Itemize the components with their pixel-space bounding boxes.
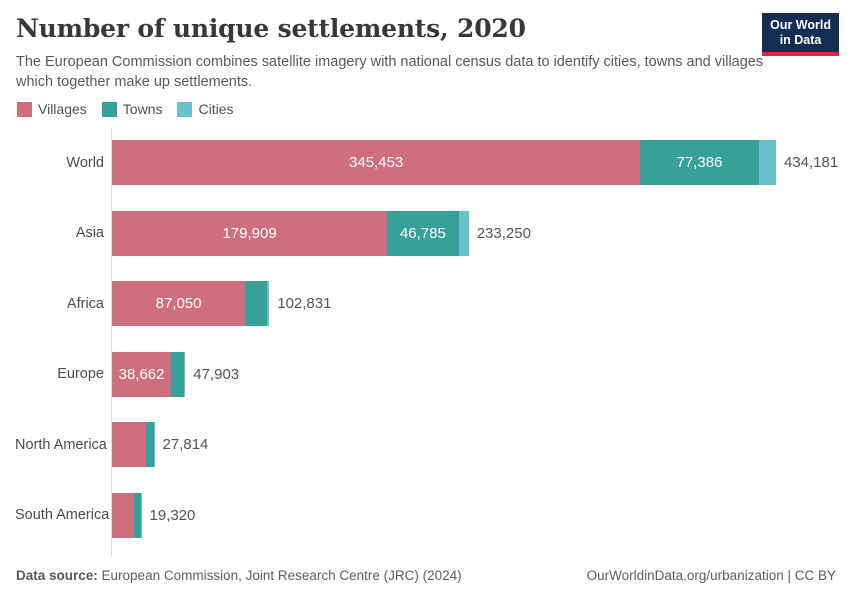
data-source-label: Data source: xyxy=(16,568,98,583)
bar-segment-cities[interactable] xyxy=(458,210,469,256)
bar-segment-towns[interactable]: 46,785 xyxy=(387,210,459,256)
bar-total-label: 47,903 xyxy=(193,365,240,383)
towns-swatch-icon xyxy=(101,101,117,117)
bar-segment-villages[interactable] xyxy=(112,492,135,538)
bar-segment-villages[interactable] xyxy=(112,422,147,467)
bar-total-label: 434,181 xyxy=(783,154,839,171)
category-label: South America xyxy=(15,507,110,523)
data-source-text: European Commission, Joint Research Cent… xyxy=(97,568,462,583)
bar-value-label: 77,386 xyxy=(676,154,723,171)
bar-value-label: 179,909 xyxy=(222,224,277,242)
bar-row: Europe 38,662 47,903 xyxy=(15,351,843,397)
bar-segment-towns[interactable] xyxy=(171,351,184,397)
bar-total-label: 102,831 xyxy=(277,295,332,312)
bar-value-label: 87,050 xyxy=(155,295,202,312)
bar-segment-villages[interactable]: 179,909 xyxy=(112,210,388,256)
bar-segment-cities[interactable] xyxy=(758,140,776,185)
legend-item-towns[interactable]: Towns xyxy=(101,101,163,117)
bar-total-label: 27,814 xyxy=(162,436,209,453)
bar-segment-villages[interactable]: 38,662 xyxy=(112,351,172,397)
bar-value-label: 46,785 xyxy=(399,224,446,242)
bar-segment-towns[interactable] xyxy=(134,492,141,538)
bar-segment-cities[interactable] xyxy=(140,492,142,538)
chart-subtitle: The European Commission combines satelli… xyxy=(16,54,764,90)
legend: Villages Towns Cities xyxy=(17,101,233,117)
owid-logo-line2: in Data xyxy=(779,32,822,47)
bar-value-label: 345,453 xyxy=(349,154,404,171)
bar-segment-cities[interactable] xyxy=(153,422,155,467)
page-title: Number of unique settlements, 2020 xyxy=(16,14,526,43)
bar-value-label: 38,662 xyxy=(118,365,165,383)
bar-segment-villages[interactable]: 87,050 xyxy=(112,281,246,326)
bar-row: Asia 179,909 46,785 233,250 xyxy=(15,210,843,256)
bar-segment-towns[interactable]: 77,386 xyxy=(640,140,759,185)
cities-swatch-icon xyxy=(177,101,193,117)
legend-label: Cities xyxy=(198,101,234,117)
bar-row: South America 19,320 xyxy=(15,492,843,538)
category-label: North America xyxy=(15,436,107,453)
bar-segment-towns[interactable] xyxy=(245,281,267,326)
bar-segment-villages[interactable]: 345,453 xyxy=(112,140,641,185)
category-label: Africa xyxy=(66,295,104,312)
bar-row: North America 27,814 xyxy=(15,422,843,467)
bar-total-label: 233,250 xyxy=(476,224,531,242)
bar-total-label: 19,320 xyxy=(149,506,196,524)
footer: Data source: European Commission, Joint … xyxy=(16,568,836,583)
bar-segment-towns[interactable] xyxy=(146,422,154,467)
owid-url-link[interactable]: OurWorldinData.org/urbanization | CC BY xyxy=(586,568,836,583)
bar-row: World 345,453 77,386 434,181 xyxy=(15,140,843,185)
bar-segment-cities[interactable] xyxy=(266,281,270,326)
legend-label: Villages xyxy=(38,101,87,117)
legend-label: Towns xyxy=(122,101,163,117)
y-axis-line xyxy=(111,127,112,556)
bar-row: Africa 87,050 102,831 xyxy=(15,281,843,326)
category-label: Asia xyxy=(75,225,104,241)
category-label: Europe xyxy=(57,366,104,382)
bar-segment-cities[interactable] xyxy=(183,351,186,397)
bar-chart: World 345,453 77,386 434,181 Asia 179,909 46,7… xyxy=(15,127,843,556)
owid-logo-line1: Our World xyxy=(770,18,831,32)
legend-item-villages[interactable]: Villages xyxy=(17,101,87,117)
villages-swatch-icon xyxy=(17,101,32,117)
data-source-note: Data source: European Commission, Joint … xyxy=(16,568,462,583)
owid-logo[interactable]: Our World in Data xyxy=(762,13,839,56)
category-label: World xyxy=(66,154,104,171)
legend-item-cities[interactable]: Cities xyxy=(177,101,233,117)
